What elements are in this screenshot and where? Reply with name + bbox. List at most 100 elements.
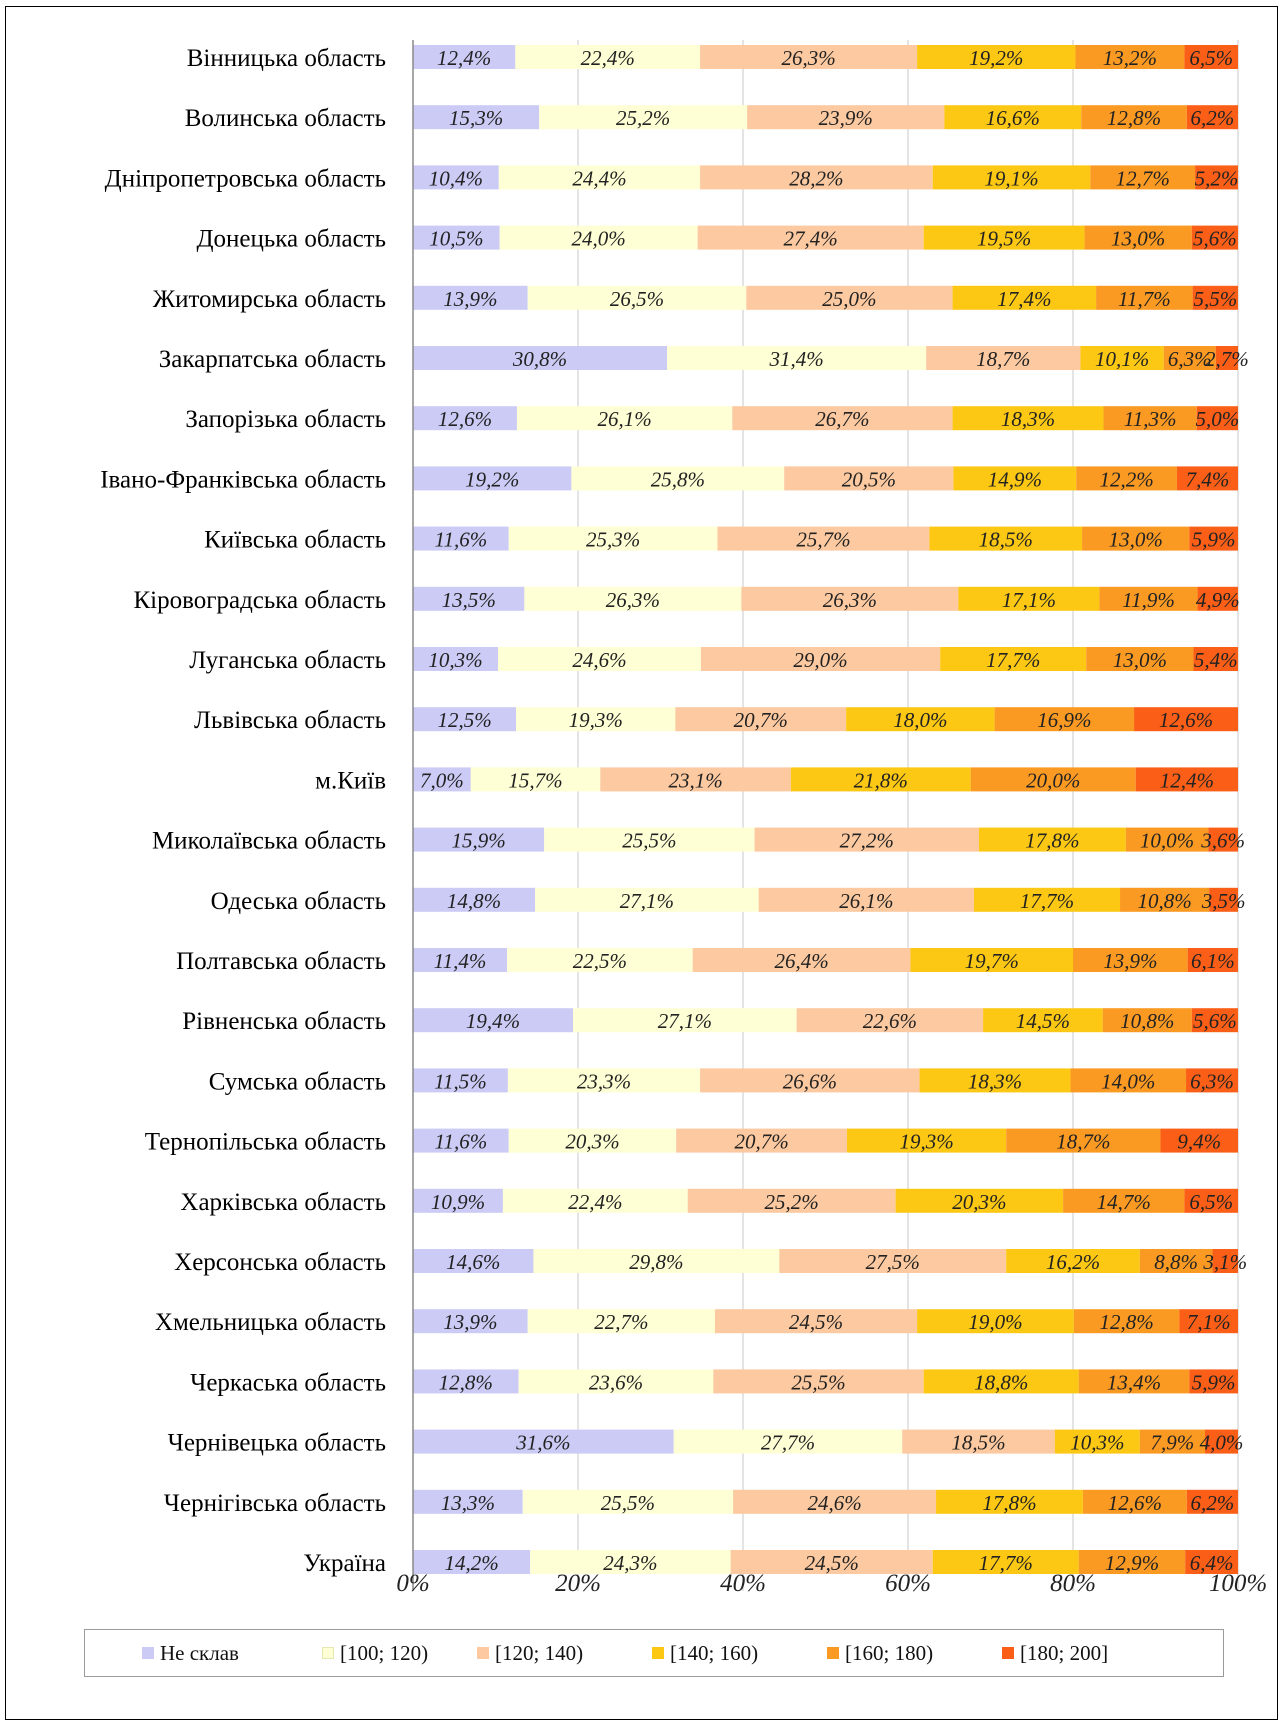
data-label: 17,7%: [986, 648, 1040, 672]
bar-segment: [1075, 45, 1185, 69]
data-label: 28,2%: [789, 166, 843, 190]
bar-segment: [522, 1489, 734, 1514]
bar-segment: [700, 647, 941, 671]
data-label: 17,7%: [979, 1551, 1033, 1575]
category-label: Житомирська область: [153, 286, 386, 313]
data-label: 19,3%: [569, 708, 623, 732]
bar-segment: [994, 707, 1135, 732]
bar-segment: [1197, 586, 1238, 611]
bar-segment: [499, 225, 698, 250]
data-label: 6,1%: [1191, 949, 1235, 973]
data-label: 12,4%: [1160, 768, 1214, 792]
bar-segment: [413, 225, 500, 250]
category-label: Херсонська область: [174, 1249, 386, 1276]
data-label: 7,9%: [1151, 1431, 1195, 1455]
bar-segment: [413, 1249, 534, 1273]
bar-segment: [413, 1429, 674, 1454]
bar-segment: [413, 1128, 509, 1153]
data-label: 15,9%: [451, 829, 505, 853]
data-label: 18,0%: [893, 708, 947, 732]
data-label: 19,2%: [465, 467, 519, 491]
data-label: 6,2%: [1191, 106, 1235, 130]
x-tick-label: 80%: [1050, 1570, 1096, 1597]
bar-segment: [544, 827, 755, 852]
bar-segment: [535, 887, 759, 912]
data-label: 27,4%: [784, 227, 838, 251]
category-label: Україна: [303, 1550, 386, 1577]
data-label: 10,9%: [431, 1190, 485, 1214]
data-label: 13,0%: [1113, 648, 1167, 672]
data-label: 12,6%: [1108, 1491, 1162, 1515]
category-label: Черкаська область: [190, 1369, 386, 1396]
bar-segment: [919, 1068, 1071, 1093]
bar-segment: [1135, 767, 1238, 792]
data-label: 13,3%: [441, 1491, 495, 1515]
category-label: Полтавська область: [176, 948, 386, 975]
bar-segment: [413, 767, 471, 792]
x-tick-label: 20%: [555, 1570, 601, 1597]
data-label: 5,2%: [1195, 166, 1239, 190]
bar-segment: [413, 707, 517, 732]
data-label: 12,6%: [1159, 708, 1213, 732]
data-label: 26,3%: [606, 588, 660, 612]
legend-label: [140; 160): [670, 1640, 759, 1665]
bar-segment: [524, 586, 742, 611]
bar-segment: [978, 827, 1126, 852]
legend-swatch: [322, 1647, 334, 1659]
data-label: 19,4%: [466, 1009, 520, 1033]
data-label: 27,7%: [761, 1431, 815, 1455]
bar-segment: [676, 1128, 847, 1153]
bar-segment: [700, 45, 918, 69]
bar-segment: [700, 1068, 920, 1093]
data-label: 25,5%: [791, 1370, 845, 1394]
data-label: 6,5%: [1189, 1190, 1233, 1214]
bar-segment: [1081, 105, 1187, 130]
data-label: 17,4%: [997, 287, 1051, 311]
data-label: 11,9%: [1122, 588, 1175, 612]
bar-segment: [413, 346, 668, 370]
data-label: 11,4%: [434, 949, 487, 973]
legend-label: [160; 180): [845, 1640, 934, 1665]
data-label: 24,6%: [807, 1491, 861, 1515]
bar-segment: [530, 1550, 731, 1574]
data-label: 7,0%: [420, 768, 464, 792]
bar-segment: [983, 1008, 1103, 1033]
bar-segment: [846, 1128, 1007, 1153]
legend-item: Не склав: [142, 1630, 239, 1676]
bar-segment: [730, 1550, 933, 1574]
bar-segment: [944, 105, 1082, 130]
legend-item: [120; 140): [477, 1630, 583, 1676]
data-label: 4,9%: [1196, 588, 1240, 612]
data-label: 19,0%: [968, 1310, 1022, 1334]
bar-segment: [796, 1008, 984, 1033]
bar-segment: [1186, 105, 1238, 130]
bar-segment: [667, 346, 927, 370]
bar-segment: [1179, 1309, 1238, 1334]
data-label: 15,3%: [449, 106, 503, 130]
bar-segment: [1078, 1550, 1186, 1574]
bar-segment: [413, 586, 525, 611]
bar-segment: [1006, 1128, 1161, 1153]
data-label: 10,8%: [1137, 889, 1191, 913]
data-label: 5,6%: [1193, 1009, 1237, 1033]
data-label: 6,3%: [1168, 347, 1212, 371]
bar-segment: [733, 1489, 937, 1514]
data-label: 17,7%: [1020, 889, 1074, 913]
data-label: 20,5%: [842, 467, 896, 491]
data-label: 14,5%: [1016, 1009, 1070, 1033]
bar-segment: [1063, 1188, 1185, 1213]
data-label: 25,0%: [822, 287, 876, 311]
bar-segment: [713, 1369, 924, 1394]
legend-label: [180; 200]: [1020, 1640, 1109, 1665]
bar-segment: [747, 105, 945, 130]
data-label: 25,2%: [616, 106, 670, 130]
legend-item: [140; 160): [652, 1630, 758, 1676]
bar-segment: [926, 346, 1081, 370]
bar-segment: [508, 1128, 677, 1153]
data-label: 10,3%: [1070, 1431, 1124, 1455]
bar-segment: [687, 1188, 896, 1213]
data-label: 26,1%: [597, 407, 651, 431]
data-label: 24,5%: [805, 1551, 859, 1575]
bar-segment: [413, 647, 498, 671]
data-label: 23,3%: [577, 1069, 631, 1093]
